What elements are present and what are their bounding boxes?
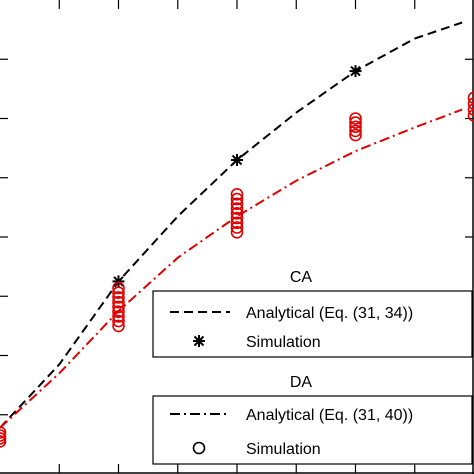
ca-simulation-point (349, 65, 362, 78)
da-simulation-point (230, 188, 244, 201)
da-simulation-point (467, 91, 474, 105)
da-simulation-point (467, 109, 474, 122)
legend-ca-analytical-label: Analytical (Eq. (31, 34)) (246, 305, 413, 322)
da-simulation-point (112, 281, 125, 295)
da-simulation-point (112, 295, 125, 309)
da-simulation-point (349, 116, 362, 129)
legend-da-simulation-label: Simulation (246, 441, 321, 458)
da-simulation-point (0, 426, 7, 439)
legend-ca-star-symbol (193, 335, 205, 347)
da-simulation-point (230, 226, 244, 239)
da-simulation-point (230, 202, 244, 215)
da-simulation-point (112, 286, 125, 300)
ca-simulation-point (112, 275, 125, 288)
da-simulation-point (230, 216, 244, 230)
da-simulation-point (230, 197, 244, 211)
legend-ca-frame (152, 290, 473, 358)
da-simulation-point (349, 124, 362, 138)
da-simulation-point (112, 291, 125, 304)
legend-ca-heading: CA (290, 269, 313, 286)
da-simulation-point (230, 211, 244, 225)
da-simulation-point (230, 207, 244, 220)
da-simulation-point (112, 314, 125, 328)
da-analytical-line (0, 108, 463, 429)
legend-da-frame (152, 395, 473, 465)
da-simulation-point (230, 221, 244, 234)
da-simulation-point (112, 319, 125, 333)
da-simulation-point (112, 310, 125, 323)
da-simulation-point (112, 300, 125, 314)
da-simulation-point (349, 112, 362, 125)
series-layer (0, 21, 474, 448)
legend-da-circle-symbol (192, 441, 206, 455)
legend-da-analytical-label: Analytical (Eq. (31, 40)) (246, 407, 413, 424)
da-simulation-point (349, 120, 362, 134)
da-simulation-point (467, 97, 474, 110)
legend-ca-simulation-label: Simulation (246, 334, 321, 351)
da-simulation-point (467, 103, 474, 116)
ca-simulation-point (231, 154, 243, 166)
da-simulation-point (230, 192, 244, 206)
legend-da-box: Analytical (Eq. (31, 40)) Simulation (152, 395, 473, 465)
legend-ca-box: Analytical (Eq. (31, 34)) Simulation (152, 290, 473, 358)
legend-da-heading: DA (290, 374, 313, 391)
da-simulation-point (349, 128, 362, 142)
da-simulation-point (112, 305, 125, 319)
